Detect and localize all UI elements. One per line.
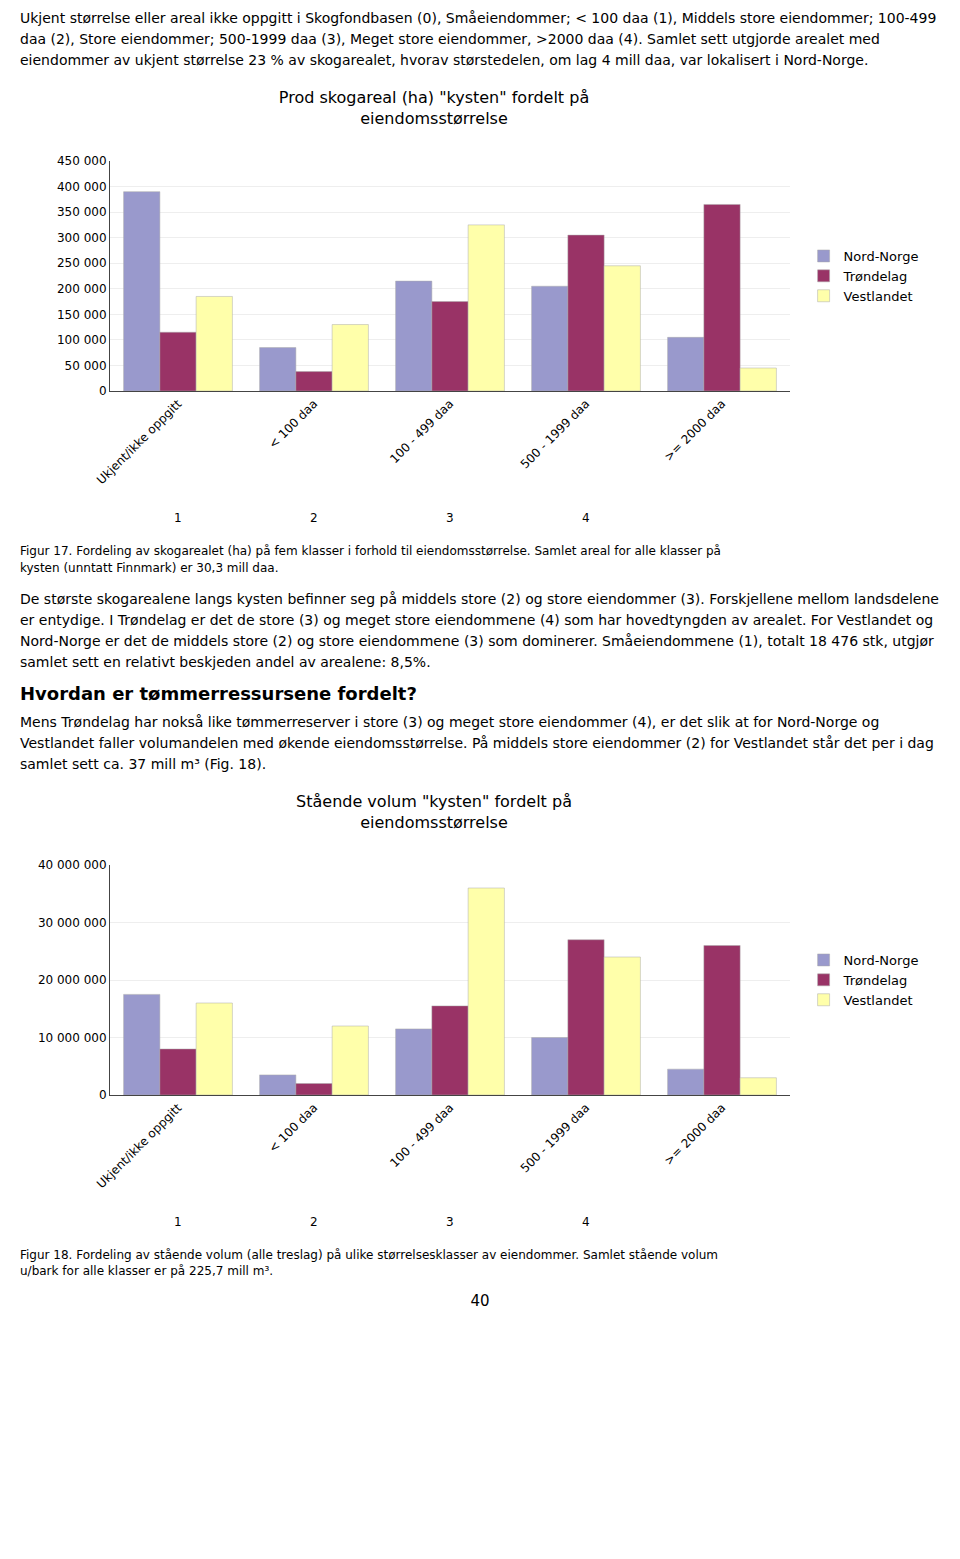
svg-text:4: 4 [582,1215,590,1229]
svg-text:3: 3 [446,511,454,525]
html-text:Figur 17. Fordeling av skogare: Figur 17. Fordeling av skogarealet (ha) … [20,544,721,575]
svg-text:Trøndelag: Trøndelag [843,269,908,284]
svg-text:450 000: 450 000 [57,154,107,168]
svg-text:>= 2000 daa: >= 2000 daa [661,1100,728,1167]
svg-text:10 000 000: 10 000 000 [38,1030,107,1044]
svg-text:0: 0 [99,384,107,398]
svg-text:350 000: 350 000 [57,205,107,219]
svg-text:30 000 000: 30 000 000 [38,915,107,929]
svg-text:200 000: 200 000 [57,282,107,296]
html-text:Hvordan er tømmerressursene fo: Hvordan er tømmerressursene fordelt? [20,682,417,704]
svg-text:300 000: 300 000 [57,231,107,245]
svg-text:Nord-Norge: Nord-Norge [844,953,919,968]
svg-text:100 - 499 daa: 100 - 499 daa [387,1100,456,1169]
html-text:40: 40 [470,1292,490,1311]
svg-text:100 - 499 daa: 100 - 499 daa [387,397,456,466]
html-text:Ukjent størrelse eller areal i: Ukjent størrelse eller areal ikke oppgit… [20,10,937,68]
svg-text:2: 2 [310,1215,318,1229]
svg-text:Prod skogareal (ha) "kysten" f: Prod skogareal (ha) "kysten" fordelt påe… [279,88,589,128]
svg-text:50 000: 50 000 [65,359,107,373]
svg-text:Ukjent/ikke oppgitt: Ukjent/ikke oppgitt [94,1100,185,1191]
svg-text:3: 3 [446,1215,454,1229]
html-text:Mens Trøndelag har nokså like: Mens Trøndelag har nokså like tømmerrese… [20,713,934,772]
svg-text:Ukjent/ikke oppgitt: Ukjent/ikke oppgitt [94,397,185,488]
svg-text:500 - 1999 daa: 500 - 1999 daa [518,397,593,472]
svg-text:400 000: 400 000 [57,180,107,194]
svg-text:>= 2000 daa: >= 2000 daa [661,397,728,464]
html-text:De største skogarealene langs: De største skogarealene langs kysten bef… [20,590,939,670]
svg-text:1: 1 [174,1215,182,1229]
svg-text:2: 2 [310,511,318,525]
svg-text:20 000 000: 20 000 000 [38,973,107,987]
svg-text:150 000: 150 000 [57,308,107,322]
svg-text:250 000: 250 000 [57,256,107,270]
html-text:Figur 18. Fordeling av stående: Figur 18. Fordeling av stående volum (al… [20,1247,718,1279]
svg-text:Stående volum "kysten" fordelt: Stående volum "kysten" fordelt påeiendom… [296,792,572,832]
svg-text:< 100 daa: < 100 daa [266,397,320,451]
svg-text:100 000: 100 000 [57,333,107,347]
svg-text:Trøndelag: Trøndelag [843,973,908,988]
svg-text:Nord-Norge: Nord-Norge [844,249,919,264]
svg-text:500 - 1999 daa: 500 - 1999 daa [518,1100,593,1175]
svg-text:Vestlandet: Vestlandet [844,992,913,1007]
svg-text:Vestlandet: Vestlandet [844,289,913,304]
svg-text:1: 1 [174,511,182,525]
svg-text:0: 0 [99,1088,107,1102]
svg-text:< 100 daa: < 100 daa [266,1100,320,1154]
svg-text:40 000 000: 40 000 000 [38,858,107,872]
svg-text:4: 4 [582,511,590,525]
